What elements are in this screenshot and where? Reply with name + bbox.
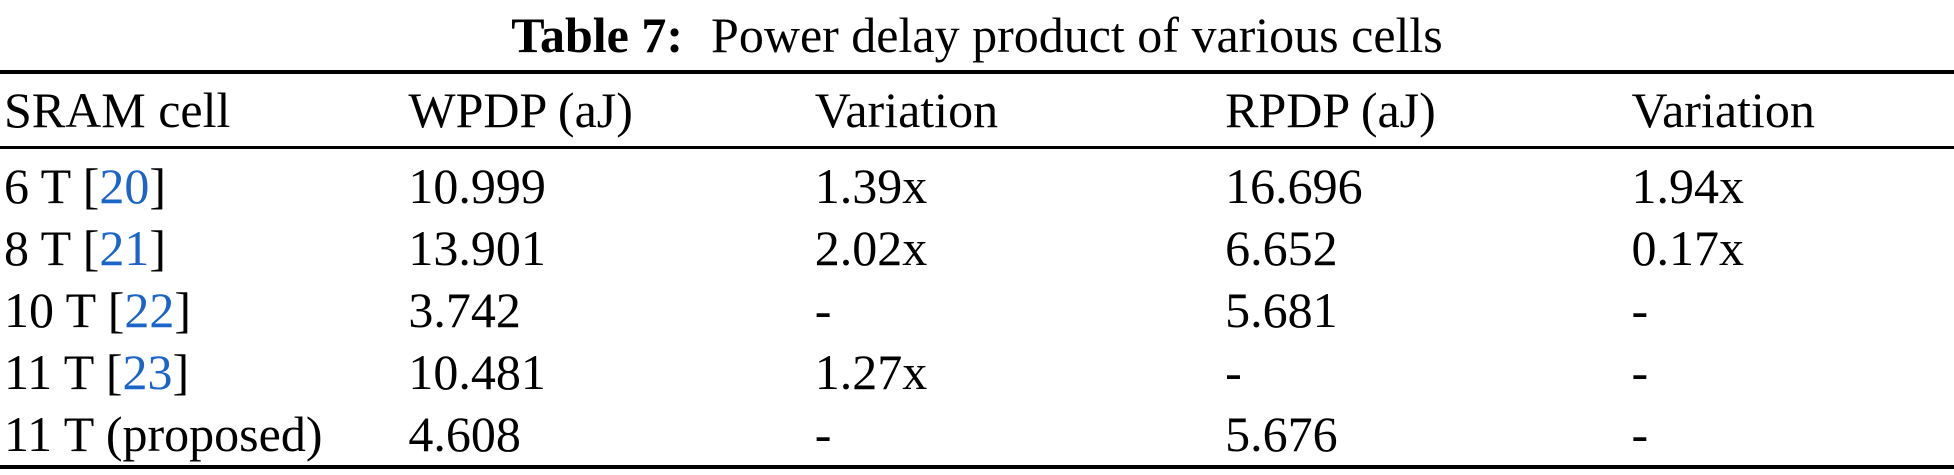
cell-wpdp: 13.901 <box>408 220 546 276</box>
citation-link[interactable]: 20 <box>99 158 150 214</box>
column-header-sram-cell: SRAM cell <box>0 72 409 149</box>
cell-text: ] <box>174 282 192 338</box>
cell-rpdp: - <box>1225 344 1242 400</box>
column-header-rpdp: RPDP (aJ) <box>1225 72 1632 149</box>
cell-text: 6 T [ <box>4 158 100 214</box>
cell-wpdp-variation: 1.27x <box>814 344 928 400</box>
column-header-rpdp-variation: Variation <box>1631 72 1954 149</box>
cell-wpdp-variation: 1.39x <box>814 158 928 214</box>
table-caption-text: Power delay product of various cells <box>711 7 1443 63</box>
header-row: SRAM cell WPDP (aJ) Variation RPDP (aJ) … <box>0 72 1954 149</box>
cell-text: 8 T [ <box>4 220 100 276</box>
cell-sram-name: 11 T [23] <box>0 341 408 403</box>
cell-sram-name: 11 T (proposed) <box>0 403 408 467</box>
table-row: 10 T [22] 3.742 - 5.681 - <box>0 279 1954 341</box>
cell-rpdp-variation: 1.94x <box>1631 158 1745 214</box>
table-row: 8 T [21] 13.901 2.02x 6.652 0.17x <box>0 217 1954 279</box>
cell-rpdp-variation: - <box>1631 344 1649 400</box>
table-row: 6 T [20] 10.999 1.39x 16.696 1.94x <box>0 148 1954 218</box>
cell-wpdp-variation: 2.02x <box>814 220 928 276</box>
pdp-table: SRAM cell WPDP (aJ) Variation RPDP (aJ) … <box>0 70 1954 469</box>
cell-text: ] <box>149 158 167 214</box>
cell-text: 11 T (proposed) <box>4 406 323 462</box>
citation-link[interactable]: 21 <box>99 220 150 276</box>
cell-rpdp-variation: - <box>1631 282 1649 338</box>
cell-rpdp: 5.676 <box>1225 406 1338 462</box>
cell-sram-name: 6 T [20] <box>0 148 408 218</box>
citation-link[interactable]: 23 <box>122 344 173 400</box>
cell-sram-name: 10 T [22] <box>0 279 408 341</box>
citation-link[interactable]: 22 <box>124 282 175 338</box>
cell-rpdp: 6.652 <box>1225 220 1338 276</box>
table-row: 11 T (proposed) 4.608 - 5.676 - <box>0 403 1954 467</box>
cell-wpdp-variation: - <box>814 282 832 338</box>
column-header-wpdp-variation: Variation <box>814 72 1226 149</box>
cell-sram-name: 8 T [21] <box>0 217 408 279</box>
cell-wpdp: 3.742 <box>408 282 521 338</box>
cell-rpdp-variation: - <box>1631 406 1649 462</box>
cell-wpdp: 10.999 <box>408 158 546 214</box>
cell-text: ] <box>149 220 167 276</box>
cell-text: 10 T [ <box>4 282 125 338</box>
column-header-wpdp: WPDP (aJ) <box>408 72 815 149</box>
cell-rpdp: 16.696 <box>1225 158 1363 214</box>
cell-rpdp-variation: 0.17x <box>1631 220 1745 276</box>
table-caption-label: Table 7: <box>511 7 684 63</box>
cell-text: ] <box>172 344 190 400</box>
cell-text: 11 T [ <box>4 344 123 400</box>
cell-wpdp: 10.481 <box>408 344 546 400</box>
cell-wpdp: 4.608 <box>408 406 521 462</box>
cell-wpdp-variation: - <box>814 406 832 462</box>
table-row: 11 T [23] 10.481 1.27x - - <box>0 341 1954 403</box>
cell-rpdp: 5.681 <box>1225 282 1338 338</box>
table-caption: Table 7: Power delay product of various … <box>0 0 1954 70</box>
